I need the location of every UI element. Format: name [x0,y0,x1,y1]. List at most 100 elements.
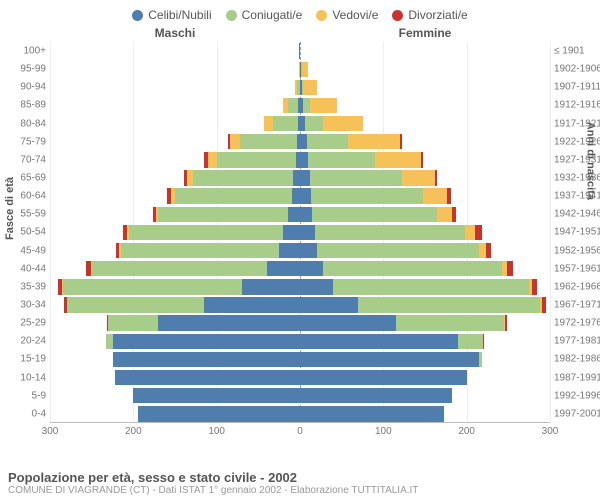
bar-segment [133,388,300,403]
female-side [300,187,550,205]
bar-segment [193,170,293,185]
bar-segment [240,134,297,149]
bar-segment [288,98,298,113]
male-side [50,278,300,296]
bar-segment [307,134,349,149]
bar-segment [447,188,451,203]
bar-segment [303,98,310,113]
male-side [50,405,300,423]
female-bar [300,261,513,276]
bar-segment [465,225,475,240]
age-row: 20-241977-1981 [50,332,550,350]
bar-segment [300,261,323,276]
birth-year-label: 1967-1971 [554,300,600,311]
bar-segment [300,225,315,240]
birth-year-label: 1977-1981 [554,336,600,347]
birth-year-label: 1927-1931 [554,154,600,165]
bar-segment [300,352,479,367]
male-header: Maschi [50,26,300,40]
age-label: 75-79 [6,136,46,147]
birth-year-label: 1947-1951 [554,227,600,238]
bar-segment [300,279,333,294]
birth-year-label: 1962-1966 [554,281,600,292]
male-bar [116,243,300,258]
female-side [300,260,550,278]
legend-item: Celibi/Nubili [132,8,211,22]
age-label: 30-34 [6,300,46,311]
bar-segment [273,116,298,131]
x-tick-label: 200 [125,426,142,437]
age-row: 90-941907-1911 [50,78,550,96]
male-bar [106,334,300,349]
male-bar [113,352,301,367]
bar-segment [303,80,316,95]
bar-segment [452,207,456,222]
male-bar [228,134,300,149]
age-label: 40-44 [6,263,46,274]
bar-segment [300,406,444,421]
female-side [300,133,550,151]
bar-segment [483,334,484,349]
chart-title: Popolazione per età, sesso e stato civil… [8,470,418,485]
x-axis: 3002001000100200300 [50,422,550,447]
male-bar [264,116,300,131]
x-tick-label: 300 [42,426,59,437]
male-bar [138,406,301,421]
age-row: 100+≤ 1901 [50,42,550,60]
bar-segment [479,243,486,258]
bar-segment [300,334,458,349]
bar-segment [63,279,242,294]
age-label: 15-19 [6,354,46,365]
birth-year-label: 1912-1916 [554,100,600,111]
bar-segment [67,297,205,312]
bar-segment [300,370,467,385]
bar-segment [113,334,301,349]
bar-segment [288,207,301,222]
female-bar [300,225,482,240]
bar-segment [310,98,337,113]
age-label: 95-99 [6,64,46,75]
male-side [50,205,300,223]
male-side [50,187,300,205]
birth-year-label: 1997-2001 [554,408,600,419]
bar-segment [158,207,287,222]
male-bar [107,315,300,330]
female-bar [300,188,451,203]
age-row: 10-141987-1991 [50,369,550,387]
bar-segment [108,315,158,330]
male-side [50,296,300,314]
male-side [50,133,300,151]
bar-segment [348,134,400,149]
bar-segment [302,62,309,77]
male-side [50,96,300,114]
chart-area: 100+≤ 190195-991902-190690-941907-191185… [50,42,550,447]
female-side [300,369,550,387]
female-bar [300,170,437,185]
bar-segment [475,225,482,240]
age-row: 30-341967-1971 [50,296,550,314]
age-row: 85-891912-1916 [50,96,550,114]
female-side [300,314,550,332]
age-label: 90-94 [6,82,46,93]
birth-year-label: 1917-1921 [554,118,600,129]
male-side [50,242,300,260]
female-side [300,151,550,169]
age-row: 45-491952-1956 [50,242,550,260]
female-side [300,115,550,133]
bar-segment [437,207,452,222]
male-side [50,60,300,78]
bar-segment [315,225,465,240]
bar-segment [402,170,435,185]
bar-segment [305,116,323,131]
female-header: Femmine [300,26,550,40]
male-side [50,387,300,405]
bar-segment [435,170,438,185]
age-row: 25-291972-1976 [50,314,550,332]
female-bar [300,80,317,95]
bar-segment [323,116,363,131]
bar-segment [242,279,300,294]
bar-segment [300,207,312,222]
bar-segment [204,297,300,312]
age-row: 60-641937-1941 [50,187,550,205]
male-side [50,350,300,368]
